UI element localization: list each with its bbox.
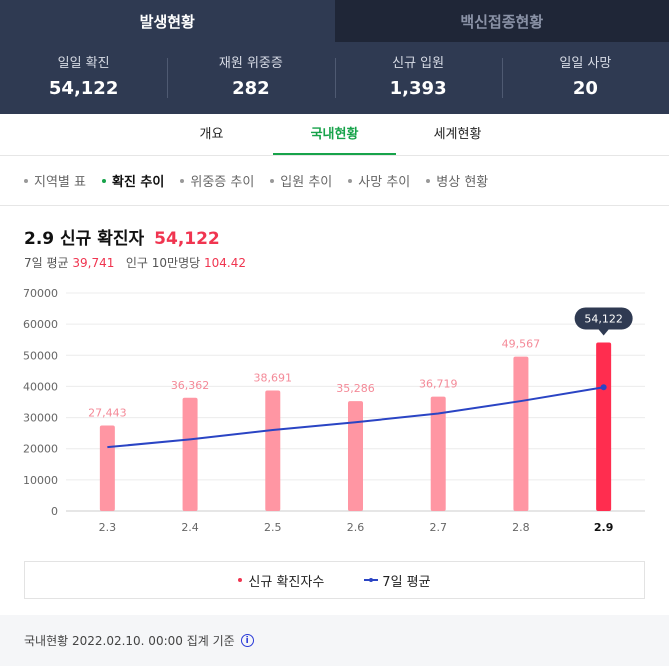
data-label: 36,362 [171, 379, 210, 392]
chip-death-trend[interactable]: 사망 추이 [348, 171, 410, 190]
chip-label: 지역별 표 [34, 175, 86, 190]
x-tick-label: 2.3 [99, 521, 117, 534]
y-tick-label: 40000 [23, 380, 58, 393]
data-label: 36,719 [419, 378, 458, 391]
stats-summary: 일일 확진 54,122 재원 위중증 282 신규 입원 1,393 일일 사… [0, 42, 669, 114]
y-tick-label: 50000 [23, 349, 58, 362]
headline-title: 2.9 신규 확진자 [24, 229, 145, 249]
avg-label: 7일 평균 [24, 256, 69, 270]
bar [99, 425, 115, 511]
avg-line [107, 386, 604, 449]
chip-bed-status[interactable]: 병상 현황 [426, 171, 488, 190]
bar [513, 356, 529, 511]
stat-value: 282 [232, 78, 270, 99]
legend-line-icon [364, 578, 379, 582]
bullet-icon [101, 178, 106, 183]
stat-daily-confirmed: 일일 확진 54,122 [0, 56, 167, 114]
stat-value: 20 [572, 78, 598, 99]
footer: 국내현황 2022.02.10. 00:00 집계 기준 i [0, 615, 669, 666]
bar [596, 342, 612, 511]
legend-label: 7일 평균 [382, 574, 431, 590]
chip-admission-trend[interactable]: 입원 추이 [270, 171, 332, 190]
y-tick-label: 0 [51, 505, 58, 518]
tab-overview[interactable]: 개요 [199, 127, 224, 142]
headline-value: 54,122 [154, 229, 220, 249]
bullet-icon [24, 178, 28, 183]
x-tick-label: 2.6 [347, 521, 365, 534]
bar [430, 396, 446, 511]
tooltip-pointer [598, 329, 609, 336]
confirmed-cases-chart: 0 10000 20000 30000 40000 50000 60000 70000 27,4… [23, 287, 645, 534]
bar [182, 397, 198, 511]
data-label: 49,567 [502, 338, 541, 351]
top-tabs: 발생현황 백신접종현황 [0, 0, 669, 42]
tab-vaccination-status[interactable]: 백신접종현황 [334, 0, 669, 42]
per-capita-value: 104.42 [203, 256, 246, 270]
footer-text: 국내현황 2022.02.10. 00:00 집계 기준 [24, 634, 235, 648]
info-icon[interactable]: i [240, 634, 254, 647]
y-tick-label: 60000 [23, 318, 58, 331]
stat-new-admissions: 신규 입원 1,393 [334, 56, 502, 114]
legend-dot-icon [238, 578, 243, 582]
chip-label: 병상 현황 [436, 175, 489, 190]
tab-domestic[interactable]: 국내현황 [273, 114, 396, 155]
stat-label: 재원 위중증 [218, 56, 283, 71]
x-tick-label: 2.4 [181, 521, 199, 534]
stat-label: 일일 확진 [57, 56, 110, 71]
stat-daily-deaths: 일일 사망 20 [501, 56, 669, 114]
bar [348, 401, 363, 511]
tab-global[interactable]: 세계현황 [433, 127, 482, 142]
stat-value: 1,393 [389, 78, 447, 99]
y-tick-label: 20000 [23, 443, 58, 456]
chip-label: 위중증 추이 [190, 175, 255, 190]
bullet-icon [426, 178, 431, 183]
chip-critical-trend[interactable]: 위중증 추이 [180, 171, 254, 190]
tooltip-value: 54,122 [584, 312, 623, 325]
data-label: 27,443 [88, 407, 127, 420]
chart-type-chips: 지역별 표 확진 추이 위중증 추이 입원 추이 사망 추이 병상 현황 [0, 156, 669, 206]
chip-regional-table[interactable]: 지역별 표 [24, 171, 86, 190]
y-tick-label: 30000 [23, 412, 58, 425]
x-tick-label: 2.5 [264, 521, 282, 534]
stat-critical: 재원 위중증 282 [167, 56, 334, 114]
chart-subline: 7일 평균 39,741 인구 10만명당 104.42 [24, 254, 246, 271]
y-tick-label: 70000 [23, 287, 58, 300]
chip-label: 사망 추이 [358, 175, 411, 190]
chip-confirmed-trend[interactable]: 확진 추이 [101, 171, 165, 190]
avg-value: 39,741 [72, 256, 115, 270]
tooltip-bubble [574, 307, 633, 330]
legend-item-bar[interactable]: 신규 확진자수 [238, 571, 324, 590]
x-tick-label: 2.7 [429, 521, 447, 534]
stat-label: 신규 입원 [392, 56, 445, 71]
legend-label: 신규 확진자수 [248, 574, 325, 590]
tab-outbreak-status[interactable]: 발생현황 [0, 0, 335, 42]
chart-headline: 2.9 신규 확진자 54,122 [24, 224, 220, 249]
data-label: 35,286 [336, 382, 375, 395]
bullet-icon [270, 178, 275, 183]
legend-item-line[interactable]: 7일 평균 [364, 571, 431, 590]
bar [265, 390, 281, 511]
stat-value: 54,122 [48, 78, 119, 99]
chart-legend: 신규 확진자수 7일 평균 [24, 561, 645, 599]
y-tick-label: 10000 [23, 474, 58, 487]
data-label: 38,691 [254, 372, 293, 385]
bullet-icon [180, 178, 185, 183]
stat-label: 일일 사망 [559, 56, 612, 71]
chip-label: 확진 추이 [111, 175, 165, 190]
per-capita-label: 인구 10만명당 [125, 256, 201, 270]
chip-label: 입원 추이 [280, 175, 333, 190]
avg-point [600, 384, 607, 391]
x-tick-label: 2.9 [594, 521, 614, 534]
bullet-icon [348, 178, 353, 183]
x-tick-label: 2.8 [512, 521, 530, 534]
sub-tabs: 개요 국내현황 세계현황 [0, 114, 669, 156]
